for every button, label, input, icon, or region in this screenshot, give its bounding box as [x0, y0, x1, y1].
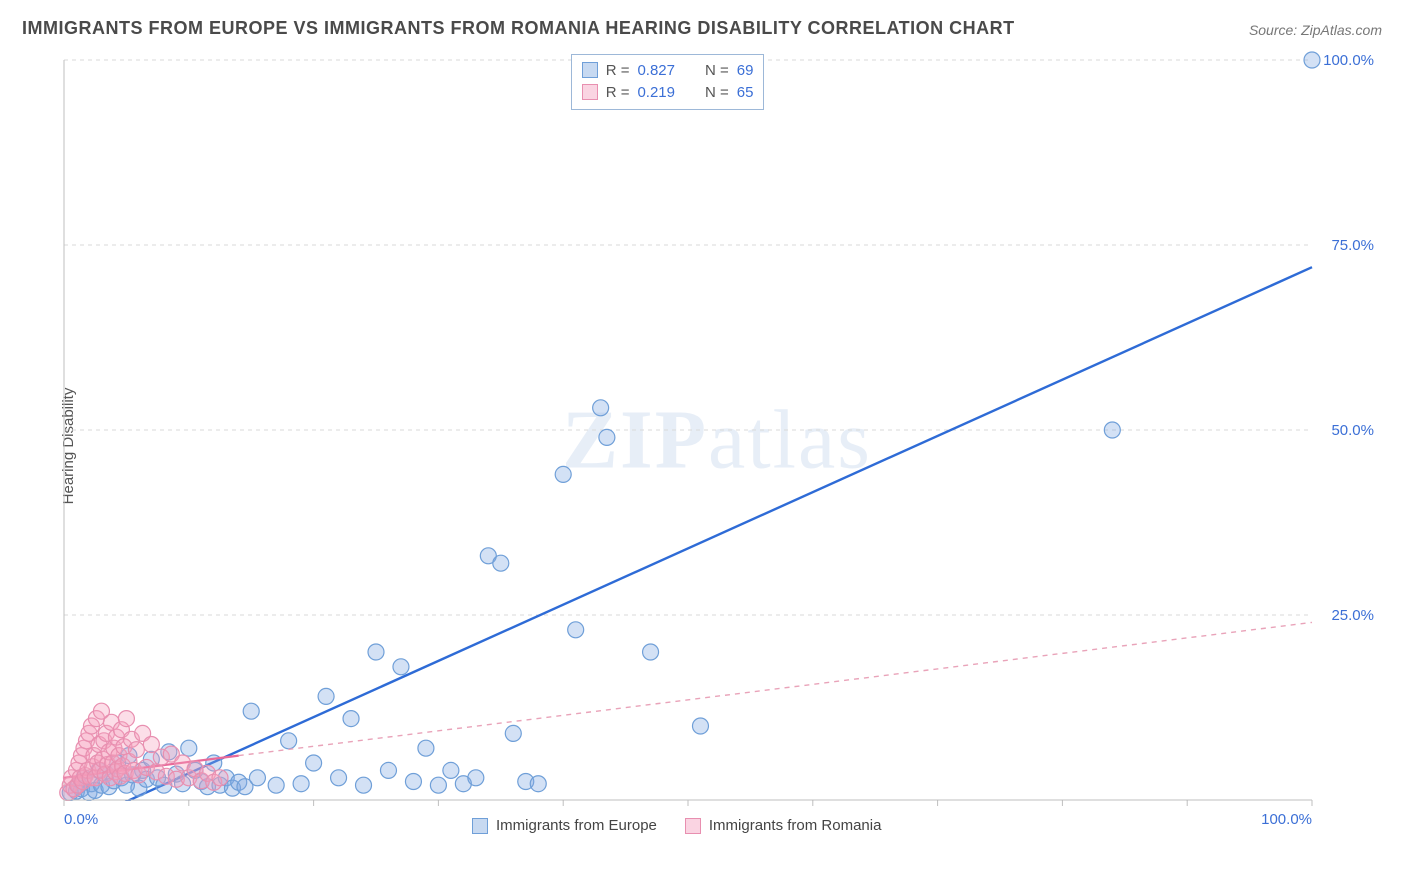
chart-plot-area: ZIPatlas 0.0%100.0%25.0%50.0%75.0%100.0%…	[52, 50, 1382, 840]
legend-n-value: 65	[737, 84, 754, 101]
legend-n-label: N =	[705, 62, 729, 79]
svg-text:25.0%: 25.0%	[1331, 607, 1374, 624]
svg-text:50.0%: 50.0%	[1331, 422, 1374, 439]
source-name: ZipAtlas.com	[1301, 22, 1382, 38]
legend-swatch	[582, 62, 598, 78]
legend-row: R = 0.219 N = 65	[582, 81, 754, 103]
legend-n-label: N =	[705, 84, 729, 101]
series-legend-label: Immigrants from Europe	[496, 817, 657, 834]
svg-text:0.0%: 0.0%	[64, 811, 98, 828]
legend-row: R = 0.827 N = 69	[582, 59, 754, 81]
legend-r-label: R =	[606, 84, 630, 101]
legend-n-value: 69	[737, 62, 754, 79]
chart-svg: 0.0%100.0%25.0%50.0%75.0%100.0%0.0%100.0…	[52, 50, 1382, 840]
chart-title: IMMIGRANTS FROM EUROPE VS IMMIGRANTS FRO…	[22, 18, 1015, 39]
legend-r-value: 0.219	[637, 84, 675, 101]
legend-swatch	[685, 818, 701, 834]
series-legend-item: Immigrants from Romania	[685, 817, 882, 834]
legend-r-label: R =	[606, 62, 630, 79]
source-attribution: Source: ZipAtlas.com	[1249, 22, 1382, 38]
series-legend: Immigrants from Europe Immigrants from Ro…	[472, 817, 881, 834]
legend-swatch	[582, 84, 598, 100]
series-legend-label: Immigrants from Romania	[709, 817, 882, 834]
svg-text:100.0%: 100.0%	[1323, 52, 1374, 69]
source-label: Source:	[1249, 22, 1297, 38]
series-legend-item: Immigrants from Europe	[472, 817, 657, 834]
legend-swatch	[472, 818, 488, 834]
svg-text:75.0%: 75.0%	[1331, 237, 1374, 254]
svg-text:100.0%: 100.0%	[1261, 811, 1312, 828]
correlation-legend: R = 0.827 N = 69 R = 0.219 N = 65	[571, 54, 765, 110]
legend-r-value: 0.827	[637, 62, 675, 79]
